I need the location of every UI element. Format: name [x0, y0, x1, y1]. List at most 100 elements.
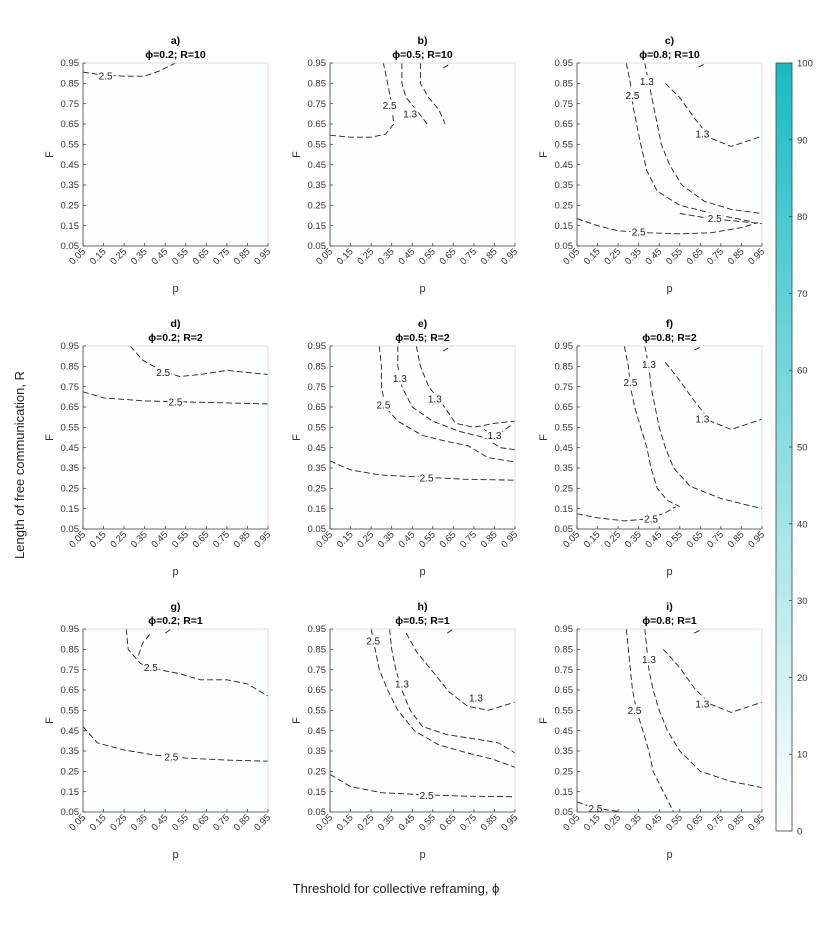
contour-label-bg [375, 398, 392, 411]
y-tick-label: 0.75 [555, 99, 574, 110]
contour-label-bg [706, 212, 723, 225]
contour-label-bg [418, 472, 435, 485]
x-tick-label: 0.55 [417, 246, 438, 267]
panel-fill [330, 63, 515, 246]
y-tick-label: 0.95 [555, 58, 574, 69]
x-tick-label: 0.85 [479, 812, 500, 833]
contour-line-1.3 [693, 628, 703, 634]
panel-letter: i) [666, 601, 672, 613]
x-tick-label: 0.95 [499, 812, 520, 833]
y-tick-label: 0.25 [555, 767, 574, 778]
y-tick-label: 0.15 [61, 504, 80, 515]
y-tick-label: 0.95 [555, 624, 574, 635]
y-tick-label: 0.25 [308, 484, 327, 495]
y-tick-label: 0.25 [61, 767, 80, 778]
panel-fill [83, 629, 268, 812]
y-axis-label: F [291, 717, 303, 724]
contour-line-2.5 [129, 345, 269, 377]
contour-line-2.5 [625, 628, 675, 813]
y-tick-label: 0.65 [555, 119, 574, 130]
x-tick-label: 0.35 [623, 246, 644, 267]
contour-line-2.5 [82, 391, 269, 405]
contour-label: 1.3 [642, 360, 656, 371]
contour-label-bg [624, 89, 641, 102]
contour-label-bg [393, 677, 410, 690]
contour-line-1.3 [442, 62, 452, 69]
panel-letter: f) [666, 318, 673, 330]
panel-e: 2.52.51.31.31.30.050.150.250.350.450.550… [291, 318, 520, 578]
contour-label: 2.5 [628, 706, 642, 717]
y-tick-label: 0.35 [555, 746, 574, 757]
y-tick-label: 0.35 [555, 463, 574, 474]
panel-letter: b) [418, 35, 428, 47]
x-tick-label: 0.55 [664, 246, 685, 267]
x-tick-label: 0.45 [149, 246, 170, 267]
contour-line-1.3 [419, 63, 446, 125]
x-tick-label: 0.45 [149, 812, 170, 833]
contour-label: 2.5 [420, 791, 434, 802]
colorbar-tick-label: 50 [797, 443, 808, 454]
panel-letter: e) [418, 318, 427, 330]
y-tick-label: 0.45 [308, 443, 327, 454]
y-tick-label: 0.25 [308, 201, 327, 212]
y-tick-label: 0.65 [555, 685, 574, 696]
x-axis-label: p [666, 283, 672, 295]
contour-label-bg [640, 358, 657, 371]
y-tick-label: 0.05 [555, 524, 574, 535]
x-tick-label: 0.75 [211, 812, 232, 833]
x-tick-label: 0.15 [582, 246, 603, 267]
x-tick-label: 0.85 [232, 812, 253, 833]
contour-label-bg [626, 704, 643, 717]
y-tick-label: 0.45 [308, 160, 327, 171]
contour-line-1.3 [693, 345, 703, 351]
panel-title: ϕ=0.8; R=1 [642, 615, 697, 627]
x-tick-label: 0.25 [602, 529, 623, 550]
x-tick-label: 0.25 [355, 246, 376, 267]
x-tick-label: 0.45 [149, 529, 170, 550]
x-tick-label: 0.35 [376, 812, 397, 833]
x-tick-label: 0.75 [211, 246, 232, 267]
y-tick-label: 0.75 [61, 382, 80, 393]
y-axis-label: F [538, 717, 550, 724]
contour-label: 2.5 [99, 72, 113, 83]
x-tick-label: 0.15 [582, 812, 603, 833]
y-tick-label: 0.75 [308, 382, 327, 393]
y-tick-label: 0.75 [555, 665, 574, 676]
y-tick-label: 0.85 [308, 79, 327, 90]
colorbar-tick-label: 20 [797, 673, 808, 684]
x-tick-label: 0.15 [88, 529, 109, 550]
y-tick-label: 0.75 [555, 382, 574, 393]
contour-label-bg [630, 225, 647, 238]
x-tick-label: 0.95 [499, 246, 520, 267]
contour-line-2.5 [576, 506, 676, 522]
contour-line-1.3 [442, 345, 452, 352]
panel-letter: h) [418, 601, 428, 613]
x-tick-label: 0.65 [685, 812, 706, 833]
y-tick-label: 0.65 [555, 402, 574, 413]
y-tick-label: 0.45 [308, 726, 327, 737]
panel-c: 2.52.51.32.51.30.050.150.250.350.450.550… [538, 35, 767, 295]
x-tick-label: 0.35 [129, 812, 150, 833]
y-tick-label: 0.15 [555, 221, 574, 232]
x-tick-label: 0.65 [191, 529, 212, 550]
y-tick-label: 0.95 [555, 341, 574, 352]
contour-line-1.3 [389, 628, 516, 754]
x-tick-label: 0.45 [643, 529, 664, 550]
colorbar-tick-label: 80 [797, 212, 808, 223]
x-tick-label: 0.85 [479, 529, 500, 550]
colorbar: 0 10 20 30 40 50 60 70 80 90 100 [775, 59, 813, 838]
y-tick-label: 0.05 [308, 241, 327, 252]
x-tick-label: 0.45 [396, 529, 417, 550]
contour-label-bg [694, 698, 711, 711]
contour-label: 2.5 [156, 368, 170, 379]
contour-label: 2.5 [644, 514, 658, 525]
contour-label-bg [640, 653, 657, 666]
contour-label: 2.5 [420, 474, 434, 485]
y-axis-label: F [44, 151, 56, 158]
colorbar-tick-label: 10 [797, 750, 808, 761]
x-tick-label: 0.95 [746, 812, 767, 833]
y-tick-label: 0.95 [61, 341, 80, 352]
contour-label-bg [142, 661, 159, 674]
contour-label-bg [694, 128, 711, 141]
y-tick-label: 0.95 [308, 624, 327, 635]
